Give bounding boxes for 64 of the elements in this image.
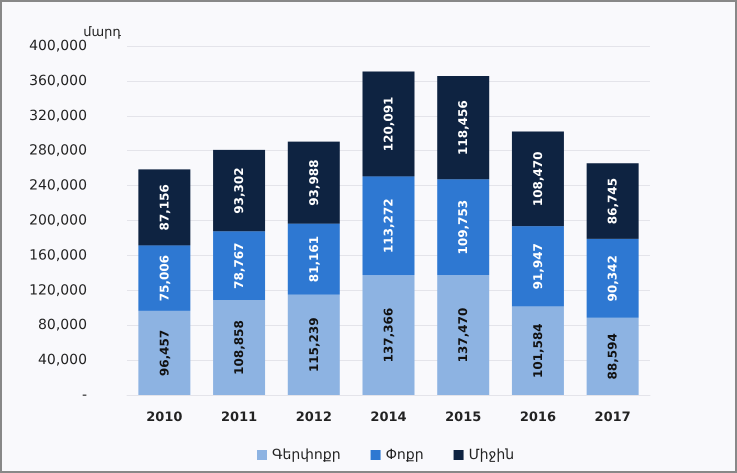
y-tick-label: - — [82, 387, 87, 403]
bar — [288, 224, 340, 294]
data-label: 101,584 — [530, 323, 545, 378]
bar — [213, 231, 266, 300]
legend-label: Միջին — [468, 447, 514, 463]
bar — [138, 245, 190, 311]
data-label: 93,988 — [306, 159, 321, 206]
data-label: 113,272 — [382, 198, 396, 254]
bar — [512, 132, 564, 226]
bar — [437, 275, 490, 395]
x-tick-label: 2015 — [445, 410, 482, 425]
bar — [362, 275, 414, 395]
bar — [437, 76, 490, 180]
bar — [213, 300, 266, 395]
data-label: 120,091 — [382, 96, 396, 152]
data-label: 86,745 — [606, 178, 620, 224]
bar — [138, 310, 190, 395]
x-tick-label: 2016 — [520, 410, 556, 425]
legend-label: Փոքր — [386, 447, 424, 463]
data-label: 96,457 — [157, 330, 172, 376]
bar — [586, 163, 639, 239]
data-label: 90,342 — [606, 255, 620, 302]
bar — [362, 72, 414, 176]
bar — [138, 169, 190, 246]
y-tick-label: 160,000 — [29, 247, 87, 264]
bar — [288, 142, 340, 224]
bar — [512, 226, 564, 306]
bar — [512, 306, 564, 395]
data-label: 109,753 — [456, 200, 470, 255]
data-label: 115,239 — [306, 317, 321, 372]
x-tick-label: 2014 — [370, 410, 407, 425]
bar — [213, 150, 266, 232]
y-axis-title: մարդ — [83, 25, 122, 40]
x-tick-label: 2017 — [594, 410, 631, 425]
y-tick-label: 80,000 — [38, 317, 87, 334]
data-label: 91,947 — [530, 243, 545, 290]
y-tick-label: 320,000 — [29, 108, 87, 124]
data-label: 118,456 — [456, 100, 470, 155]
bar — [586, 318, 639, 395]
y-tick-label: 120,000 — [29, 282, 87, 298]
data-label: 78,767 — [232, 242, 246, 289]
data-label: 81,161 — [306, 236, 321, 282]
y-tick-label: 280,000 — [29, 142, 87, 159]
y-tick-label: 40,000 — [38, 352, 87, 368]
data-label: 108,858 — [232, 320, 246, 375]
y-tick-label: 360,000 — [29, 72, 87, 89]
data-label: 93,302 — [232, 167, 246, 214]
data-label: 88,594 — [606, 333, 620, 380]
legend-label: Գերփոքր — [272, 447, 341, 463]
x-tick-label: 2012 — [296, 410, 332, 425]
data-label: 137,470 — [456, 308, 470, 362]
bar — [362, 176, 414, 276]
x-tick-label: 2010 — [146, 410, 182, 425]
data-label: 137,366 — [382, 308, 396, 362]
y-tick-label: 240,000 — [29, 178, 87, 194]
y-tick-label: 200,000 — [29, 212, 87, 228]
data-label: 87,156 — [157, 184, 172, 231]
x-tick-label: 2011 — [220, 410, 258, 425]
y-tick-label: 400,000 — [29, 38, 87, 54]
bar — [586, 238, 639, 318]
bar — [437, 179, 490, 276]
data-label: 75,006 — [157, 254, 172, 302]
data-label: 108,470 — [530, 151, 545, 206]
bar — [288, 294, 340, 395]
